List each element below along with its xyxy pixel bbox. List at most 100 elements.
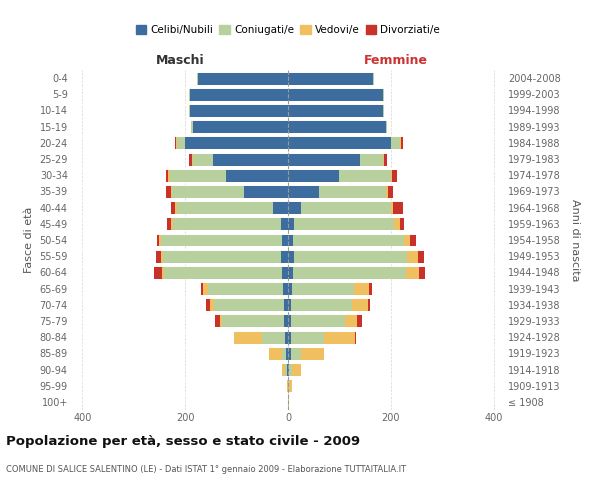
Bar — [410, 234, 416, 246]
Bar — [178, 136, 185, 149]
Bar — [286, 347, 288, 360]
Bar — [166, 185, 171, 198]
Bar — [289, 379, 292, 392]
Bar — [288, 72, 373, 85]
Bar — [288, 363, 289, 376]
Bar — [206, 298, 211, 311]
Bar — [287, 379, 288, 392]
Bar — [288, 136, 391, 149]
Bar — [175, 136, 176, 149]
Bar — [176, 136, 178, 149]
Bar — [222, 314, 284, 328]
Bar — [392, 169, 397, 181]
Bar — [281, 218, 288, 230]
Bar — [294, 250, 407, 262]
Bar — [388, 185, 394, 198]
Bar — [340, 169, 391, 181]
Bar — [288, 396, 289, 408]
Bar — [301, 201, 391, 214]
Bar — [394, 218, 400, 230]
Bar — [160, 234, 161, 246]
Bar — [157, 234, 160, 246]
Bar — [401, 136, 403, 149]
Bar — [166, 169, 168, 181]
Bar — [215, 314, 220, 328]
Bar — [171, 218, 173, 230]
Bar — [189, 152, 192, 166]
Bar — [208, 282, 283, 295]
Bar — [293, 234, 404, 246]
Bar — [288, 169, 340, 181]
Bar — [288, 330, 290, 344]
Bar — [288, 104, 383, 117]
Bar — [404, 234, 410, 246]
Bar — [262, 330, 286, 344]
Bar — [358, 314, 362, 328]
Bar — [193, 152, 214, 166]
Bar — [386, 185, 388, 198]
Bar — [283, 347, 286, 360]
Bar — [288, 314, 290, 328]
Bar — [288, 250, 294, 262]
Bar — [391, 136, 400, 149]
Bar — [283, 282, 288, 295]
Bar — [185, 136, 288, 149]
Bar — [344, 314, 358, 328]
Bar — [283, 363, 285, 376]
Bar — [288, 347, 290, 360]
Bar — [400, 218, 404, 230]
Bar — [172, 185, 244, 198]
Bar — [400, 136, 401, 149]
Bar — [290, 314, 344, 328]
Bar — [191, 120, 193, 133]
Bar — [355, 330, 356, 344]
Bar — [214, 298, 284, 311]
Bar — [383, 88, 384, 101]
Bar — [288, 282, 292, 295]
Bar — [383, 104, 384, 117]
Bar — [288, 298, 290, 311]
Bar — [193, 120, 288, 133]
Bar — [391, 169, 392, 181]
Bar — [190, 88, 288, 101]
Bar — [319, 185, 386, 198]
Bar — [178, 201, 272, 214]
Bar — [198, 72, 288, 85]
Bar — [226, 169, 288, 181]
Bar — [288, 266, 293, 279]
Bar — [197, 72, 198, 85]
Bar — [290, 298, 352, 311]
Bar — [284, 298, 288, 311]
Bar — [288, 234, 293, 246]
Bar — [369, 282, 372, 295]
Bar — [200, 282, 203, 295]
Legend: Celibi/Nubili, Coniugati/e, Vedovi/e, Divorziati/e: Celibi/Nubili, Coniugati/e, Vedovi/e, Di… — [131, 21, 445, 39]
Text: Maschi: Maschi — [155, 54, 205, 68]
Bar — [170, 169, 226, 181]
Bar — [290, 330, 324, 344]
Bar — [173, 218, 281, 230]
Bar — [391, 201, 394, 214]
Bar — [354, 282, 369, 295]
Bar — [269, 347, 283, 360]
Bar — [163, 250, 281, 262]
Bar — [288, 120, 386, 133]
Bar — [407, 250, 418, 262]
Bar — [171, 201, 175, 214]
Bar — [406, 266, 419, 279]
Bar — [360, 152, 383, 166]
Bar — [161, 250, 163, 262]
Bar — [418, 250, 424, 262]
Bar — [272, 201, 288, 214]
Bar — [168, 169, 170, 181]
Bar — [189, 104, 190, 117]
Bar — [373, 72, 374, 85]
Bar — [394, 201, 403, 214]
Bar — [384, 152, 387, 166]
Bar — [167, 218, 171, 230]
Bar — [161, 234, 282, 246]
Bar — [286, 330, 288, 344]
Bar — [171, 185, 172, 198]
Bar — [192, 152, 193, 166]
Bar — [156, 250, 161, 262]
